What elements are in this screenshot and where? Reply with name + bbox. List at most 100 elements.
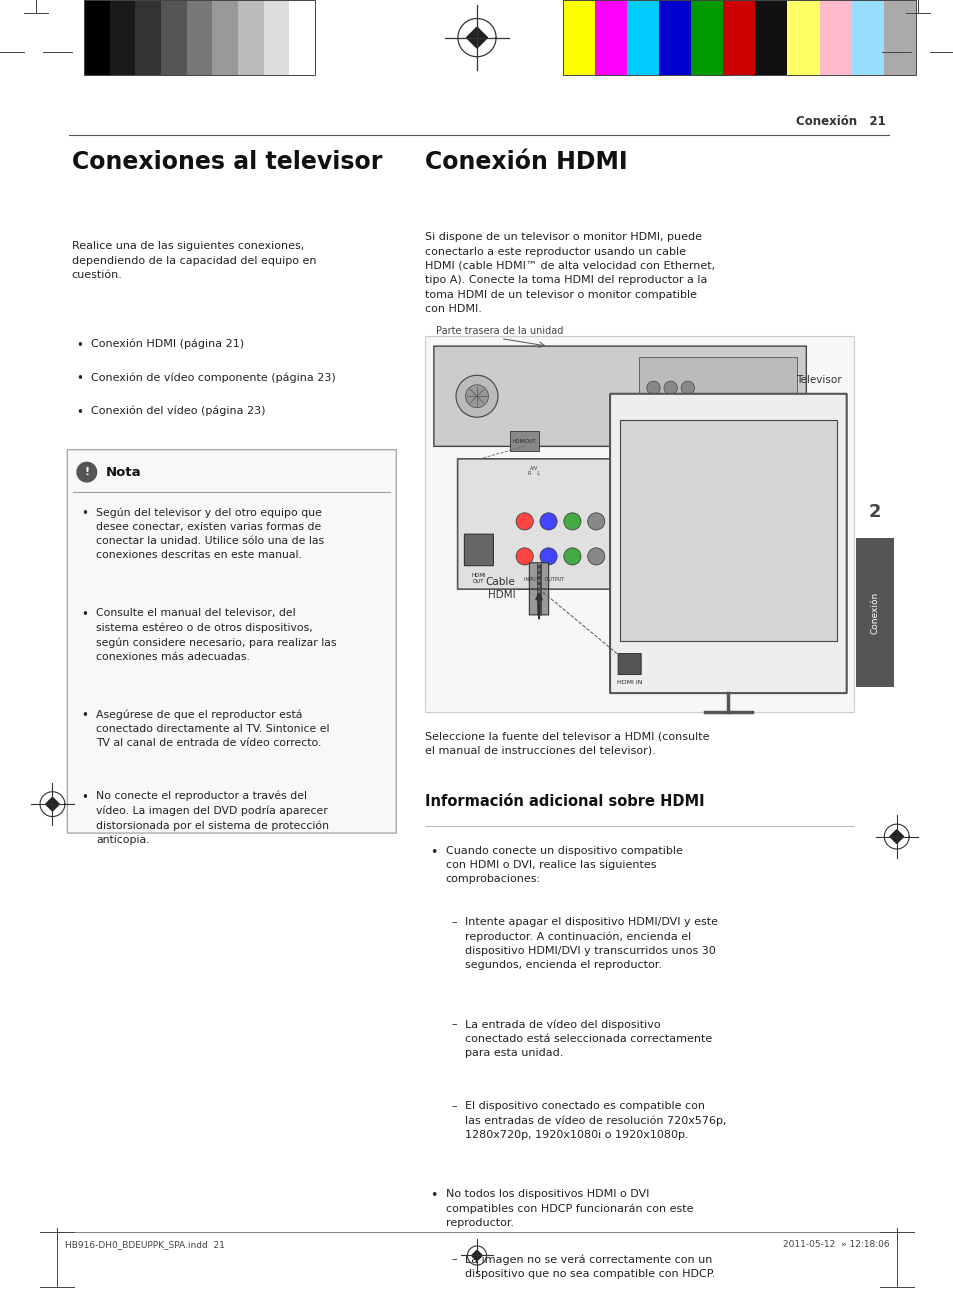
Text: Información adicional sobre HDMI: Información adicional sobre HDMI (424, 794, 703, 809)
Text: •: • (81, 507, 88, 520)
Text: •: • (81, 709, 88, 722)
Text: HDMIOUT: HDMIOUT (513, 438, 536, 444)
Text: Conexión: Conexión (869, 591, 879, 634)
FancyBboxPatch shape (68, 450, 395, 833)
Bar (755, 0, 786, 75)
Text: Consulte el manual del televisor, del
sistema estéreo o de otros dispositivos,
s: Consulte el manual del televisor, del si… (96, 608, 336, 661)
FancyBboxPatch shape (618, 654, 640, 674)
Polygon shape (466, 27, 487, 48)
Text: –: – (451, 917, 456, 927)
Bar (424, 336, 853, 712)
Text: –: – (451, 1101, 456, 1112)
Bar (562, 0, 595, 75)
Text: Nota: Nota (106, 466, 141, 479)
Bar (289, 0, 314, 75)
Bar (659, 0, 691, 75)
Bar (619, 420, 836, 641)
Circle shape (563, 512, 580, 530)
Circle shape (680, 381, 694, 394)
Bar (84, 0, 110, 75)
Polygon shape (889, 830, 902, 843)
Circle shape (646, 381, 659, 394)
Bar (855, 538, 893, 687)
Bar (187, 0, 212, 75)
Text: 2: 2 (867, 503, 881, 521)
Text: •: • (76, 406, 83, 419)
Circle shape (563, 547, 580, 565)
Text: Conexión HDMI: Conexión HDMI (424, 150, 626, 175)
Text: •: • (76, 339, 83, 351)
Bar (161, 0, 187, 75)
Bar (882, 0, 915, 75)
Text: Conexiones al televisor: Conexiones al televisor (71, 150, 381, 175)
Bar (263, 0, 289, 75)
Bar (851, 0, 882, 75)
Bar (595, 0, 626, 75)
Bar (639, 357, 796, 436)
Text: •: • (76, 372, 83, 385)
Text: Según del televisor y del otro equipo que
desee conectar, existen varias formas : Según del televisor y del otro equipo qu… (96, 507, 324, 559)
Circle shape (539, 512, 557, 530)
Text: HDMI
OUT: HDMI OUT (471, 573, 486, 584)
Circle shape (587, 547, 604, 565)
Circle shape (646, 410, 659, 423)
Text: Intente apagar el dispositivo HDMI/DVI y este
reproductor. A continuación, encie: Intente apagar el dispositivo HDMI/DVI y… (464, 917, 717, 970)
Bar (819, 0, 851, 75)
Circle shape (76, 462, 97, 482)
Circle shape (465, 385, 488, 407)
Text: –: – (451, 1019, 456, 1030)
Text: HDMI IN: HDMI IN (617, 680, 641, 685)
Polygon shape (471, 1250, 481, 1261)
Circle shape (587, 512, 604, 530)
Text: Conexión del vídeo (página 23): Conexión del vídeo (página 23) (91, 406, 265, 416)
Text: INPUT    OUTPUT: INPUT OUTPUT (523, 577, 563, 582)
Bar (562, 0, 915, 75)
Text: Asegúrese de que el reproductor está
conectado directamente al TV. Sintonice el
: Asegúrese de que el reproductor está con… (96, 709, 330, 748)
Text: No conecte el reproductor a través del
vídeo. La imagen del DVD podría aparecer
: No conecte el reproductor a través del v… (96, 790, 329, 844)
Bar (110, 0, 135, 75)
Text: •: • (430, 846, 437, 859)
Circle shape (663, 381, 677, 394)
Text: Televisor: Televisor (795, 375, 841, 385)
Text: !: ! (84, 467, 90, 477)
Text: No todos los dispositivos HDMI o DVI
compatibles con HDCP funcionarán con este
r: No todos los dispositivos HDMI o DVI com… (445, 1189, 692, 1228)
Circle shape (680, 410, 694, 423)
Text: Cuando conecte un dispositivo compatible
con HDMI o DVI, realice las siguientes
: Cuando conecte un dispositivo compatible… (445, 846, 681, 883)
Text: 2011-05-12  » 12:18:06: 2011-05-12 » 12:18:06 (781, 1240, 888, 1249)
Text: La imagen no se verá correctamente con un
dispositivo que no sea compatible con : La imagen no se verá correctamente con u… (464, 1254, 714, 1279)
Text: A/V
R    L: A/V R L (528, 466, 539, 476)
Bar (691, 0, 722, 75)
FancyBboxPatch shape (529, 563, 548, 589)
Text: Seleccione la fuente del televisor a HDMI (consulte
el manual de instrucciones d: Seleccione la fuente del televisor a HDM… (424, 732, 708, 756)
FancyBboxPatch shape (529, 589, 548, 615)
FancyBboxPatch shape (434, 346, 805, 446)
Text: •: • (430, 1189, 437, 1202)
Bar (135, 0, 161, 75)
Text: HB916-DH0_BDEUPPK_SPA.indd  21: HB916-DH0_BDEUPPK_SPA.indd 21 (65, 1240, 225, 1249)
FancyBboxPatch shape (464, 534, 493, 565)
Text: –: – (451, 1254, 456, 1265)
Text: Conexión   21: Conexión 21 (795, 115, 884, 128)
Text: El dispositivo conectado es compatible con
las entradas de vídeo de resolución 7: El dispositivo conectado es compatible c… (464, 1101, 725, 1140)
Text: Conexión de vídeo componente (página 23): Conexión de vídeo componente (página 23) (91, 372, 335, 383)
Circle shape (516, 512, 533, 530)
Bar (84, 0, 314, 75)
Circle shape (516, 547, 533, 565)
FancyBboxPatch shape (457, 459, 619, 589)
Circle shape (456, 375, 497, 418)
Text: Conexión HDMI (página 21): Conexión HDMI (página 21) (91, 339, 244, 349)
Bar (237, 0, 263, 75)
Circle shape (663, 410, 677, 423)
Circle shape (539, 547, 557, 565)
Text: Cable
HDMI: Cable HDMI (485, 577, 515, 601)
FancyBboxPatch shape (609, 394, 846, 693)
Polygon shape (46, 798, 59, 811)
Text: Parte trasera de la unidad: Parte trasera de la unidad (436, 326, 563, 336)
Bar (786, 0, 819, 75)
Bar (510, 431, 538, 451)
Text: •: • (81, 790, 88, 804)
Bar (626, 0, 659, 75)
Bar (212, 0, 237, 75)
Bar (722, 0, 755, 75)
Text: Realice una de las siguientes conexiones,
dependiendo de la capacidad del equipo: Realice una de las siguientes conexiones… (71, 241, 315, 280)
